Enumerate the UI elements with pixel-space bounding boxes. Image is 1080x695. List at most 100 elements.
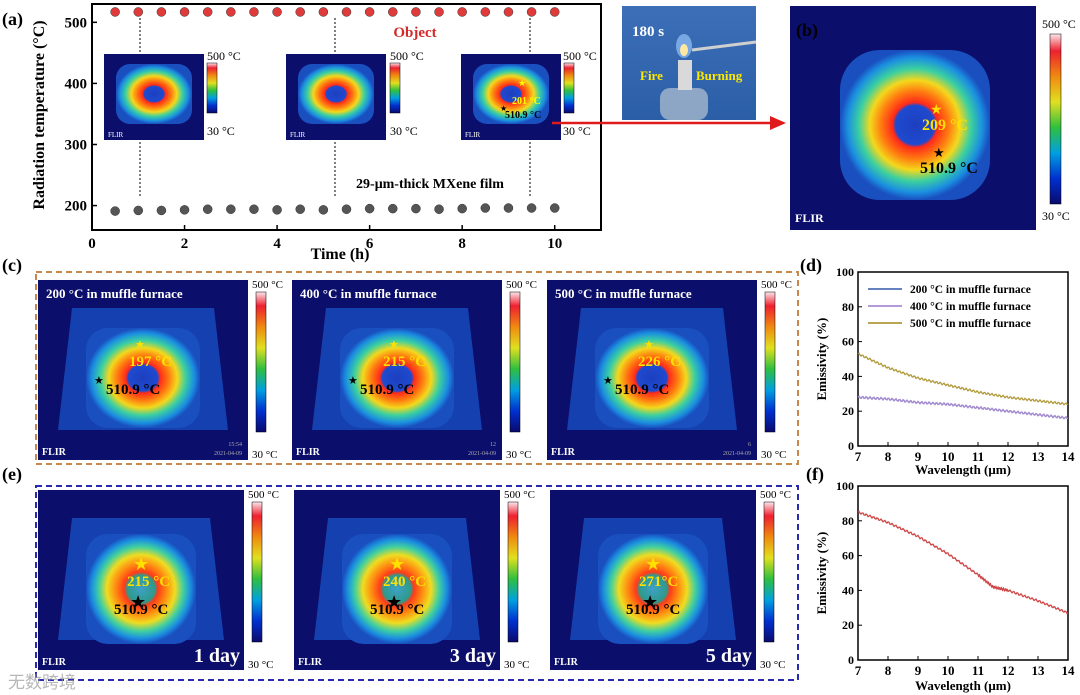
x-tick-label: 9 — [915, 663, 922, 678]
legend-label: 200 °C in muffle furnace — [910, 284, 1031, 296]
tile-colorbar — [251, 501, 263, 643]
stamp-time: 12 — [490, 442, 496, 448]
tile-cold-temp: 510.9 °C — [106, 382, 160, 398]
flir-logo: FLIR — [795, 211, 824, 225]
film-point — [249, 204, 259, 214]
film-point — [318, 205, 329, 215]
colorbar-max: 500 °C — [390, 49, 424, 63]
y-tick-label: 80 — [842, 514, 854, 528]
object-point — [457, 7, 467, 17]
film-point — [549, 203, 560, 213]
colorbar-min: 30 °C — [563, 124, 591, 138]
x-tick-label: 13 — [1032, 663, 1046, 678]
series-line — [857, 510, 1069, 615]
panel-c: 200 °C in muffle furnace★197 °C★510.9 °C… — [38, 279, 792, 461]
tile-cold-temp: 510.9 °C — [626, 602, 680, 618]
panel-a: 0 2 4 6 8 10 200 300 400 500 Radiation temperatur… — [31, 3, 786, 263]
film-point — [411, 203, 421, 214]
film-point — [364, 203, 375, 214]
colorbar-max: 500 °C — [207, 49, 241, 63]
series-line — [857, 395, 1069, 420]
tile-hot-temp: 271°C — [639, 574, 678, 590]
tile-cold-temp: 510.9 °C — [114, 602, 168, 618]
stamp-time: 6 — [748, 442, 751, 448]
panel-c-tile-3: 500 °C in muffle furnace★226 °C★510.9 °C… — [547, 279, 792, 461]
x-tick-label: 14 — [1062, 449, 1076, 464]
panel-f-x-axis-label: Wavelength (μm) — [915, 678, 1011, 693]
panel-c-tile-2: 400 °C in muffle furnace★215 °C★510.9 °C… — [292, 279, 537, 461]
panel-a-x-axis-label: Time (h) — [311, 246, 370, 263]
colorbar-max: 500 °C — [248, 489, 279, 501]
star-icon: ★ — [389, 554, 405, 574]
object-point — [272, 7, 282, 17]
panel-c-frame — [35, 271, 799, 465]
panel-f-ticks: 7 8 9 10 11 12 13 14 0 20 40 60 80 100 — [836, 479, 1075, 678]
film-point — [341, 204, 352, 214]
colorbar-max: 500 °C — [563, 49, 597, 63]
panel-label-c: (c) — [2, 255, 22, 276]
panel-b: ★ 209 °C ★ 510.9 °C FLIR 500 °C 30 °C — [790, 6, 1076, 230]
film-point — [434, 204, 444, 214]
object-point — [411, 7, 421, 17]
tile-hot-temp: 197 °C — [129, 354, 172, 370]
panel-e-frame — [35, 485, 799, 681]
star-icon: ★ — [386, 592, 402, 612]
y-tick-label: 20 — [842, 618, 854, 632]
flir-logo: FLIR — [298, 657, 323, 668]
panel-b-hot-temp: 209 °C — [922, 117, 968, 134]
y-tick-label: 0 — [848, 653, 854, 667]
inset-thermal-3: FLIR ★ 201 °C ★ 510.9 °C 500 °C 30 °C — [461, 49, 597, 140]
object-point — [156, 7, 167, 17]
film-point — [202, 204, 213, 214]
panel-d-legend: 200 °C in muffle furnace 400 °C in muffle… — [868, 284, 1031, 330]
x-tick-label: 11 — [972, 663, 984, 678]
panel-c-tile-1: 200 °C in muffle furnace★197 °C★510.9 °C… — [38, 279, 283, 461]
star-icon: ★ — [603, 375, 613, 387]
film-point — [295, 204, 305, 214]
object-point — [110, 7, 120, 17]
colorbar-min: 30 °C — [252, 449, 278, 461]
colorbar-min: 30 °C — [207, 124, 235, 138]
flir-logo: FLIR — [296, 447, 321, 458]
y-tick-label: 400 — [65, 76, 88, 92]
x-tick-label: 10 — [942, 449, 955, 464]
x-tick-label: 11 — [972, 449, 984, 464]
colorbar-min: 30 °C — [506, 449, 532, 461]
panel-d-axes-frame — [857, 271, 1069, 447]
x-tick-label: 10 — [547, 236, 562, 252]
arrow-head-icon — [770, 116, 786, 130]
flir-logo: FLIR — [108, 131, 124, 139]
object-label: Object — [393, 25, 436, 41]
inset-hot-temp: 201 °C — [512, 96, 541, 107]
panel-d-ticks: 7 8 9 10 11 12 13 14 0 20 40 60 80 100 — [836, 265, 1075, 464]
y-tick-label: 40 — [842, 369, 854, 383]
tile-title: 200 °C in muffle furnace — [46, 286, 183, 301]
film-point — [457, 203, 467, 214]
panel-a-series — [110, 7, 560, 216]
star-icon: ★ — [348, 375, 358, 387]
colorbar-min: 30 °C — [248, 659, 274, 671]
tile-colorbar — [764, 291, 776, 433]
y-tick-label: 100 — [836, 265, 854, 279]
object-point — [133, 7, 144, 17]
film-point — [156, 205, 167, 216]
panel-d-x-axis-label: Wavelength (μm) — [915, 462, 1011, 477]
star-icon: ★ — [133, 554, 149, 574]
legend-label: 400 °C in muffle furnace — [910, 301, 1031, 313]
x-tick-label: 12 — [1002, 449, 1015, 464]
y-tick-label: 40 — [842, 583, 854, 597]
tile-cold-temp: 510.9 °C — [615, 382, 669, 398]
panel-f-y-axis-label: Emissivity (%) — [814, 532, 829, 615]
object-point — [364, 7, 375, 17]
x-tick-label: 7 — [855, 449, 862, 464]
burning-photo: 180 s Fire Burning — [622, 6, 757, 120]
flir-logo: FLIR — [290, 131, 306, 139]
object-point — [434, 7, 444, 17]
day-label: 3 day — [450, 645, 496, 667]
panel-label-a: (a) — [2, 9, 23, 30]
panel-label-d: (d) — [800, 255, 822, 276]
star-icon: ★ — [642, 592, 658, 612]
colorbar-max: 500 °C — [761, 279, 792, 291]
star-icon: ★ — [930, 103, 943, 118]
